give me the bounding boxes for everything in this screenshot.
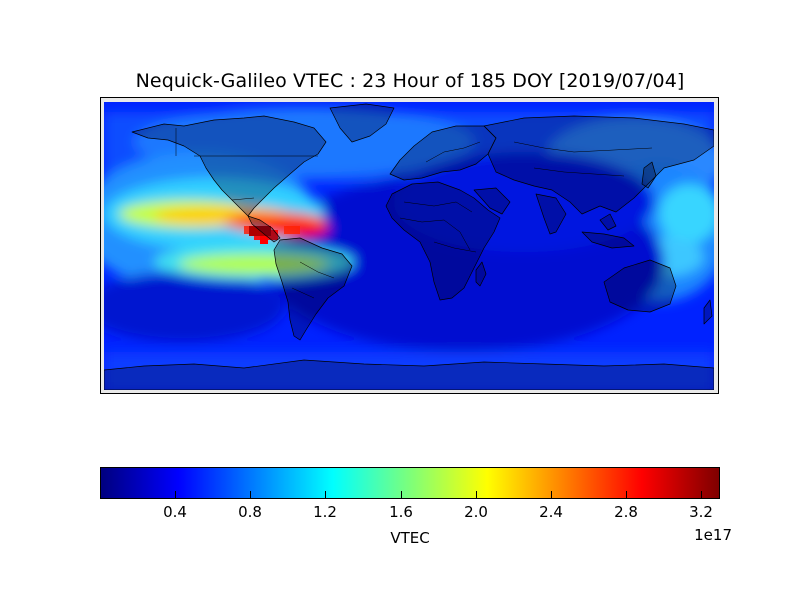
colorbar-tick-label: 2.4 [539, 503, 563, 521]
colorbar-tick [476, 491, 477, 498]
colorbar-tick-label: 0.4 [163, 503, 187, 521]
colorbar-tick [551, 491, 552, 498]
colorbar-exponent: 1e17 [694, 526, 732, 544]
colorbar-tick-label: 1.2 [313, 503, 337, 521]
colorbar [100, 467, 720, 499]
vtec-map [104, 102, 714, 390]
colorbar-label: VTEC [390, 529, 430, 547]
colorbar-tick-label: 0.8 [238, 503, 262, 521]
colorbar-tick [401, 491, 402, 498]
colorbar-tick [701, 491, 702, 498]
chart-title: Nequick-Galileo VTEC : 23 Hour of 185 DO… [135, 70, 685, 92]
colorbar-tick-label: 2.8 [614, 503, 638, 521]
colorbar-tick-label: 1.6 [389, 503, 413, 521]
colorbar-tick [250, 491, 251, 498]
colorbar-tick [175, 491, 176, 498]
colorbar-tick-label: 3.2 [689, 503, 713, 521]
colorbar-gradient [101, 468, 719, 498]
colorbar-tick [626, 491, 627, 498]
country-borders [175, 128, 653, 299]
colorbar-tick-label: 2.0 [464, 503, 488, 521]
colorbar-tick [325, 491, 326, 498]
vtec-field [104, 102, 714, 390]
